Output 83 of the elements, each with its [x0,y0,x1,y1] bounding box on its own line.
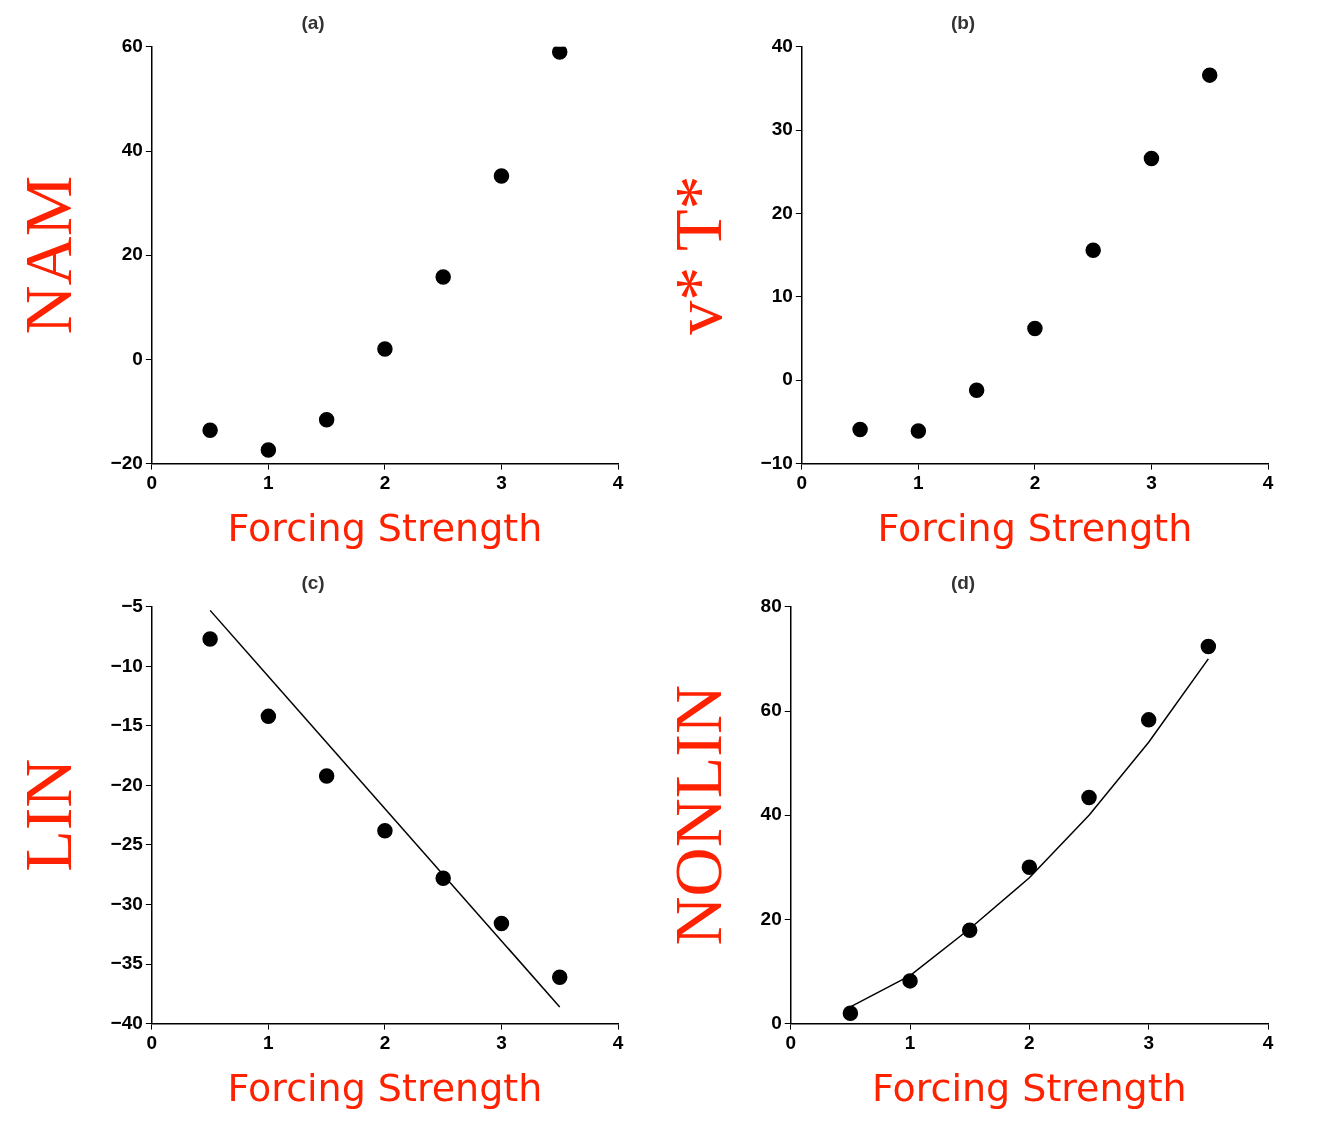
x-tick-label: 1 [913,472,925,494]
x-tick-label: 3 [496,1032,507,1054]
x-tick-label: 2 [379,1032,391,1054]
y-tick-label: 40 [121,139,143,161]
y-axis-title: NONLIN [659,684,736,946]
point [852,421,868,438]
x-tick-label: 4 [612,1032,624,1054]
x-tick-label: 4 [1262,472,1274,494]
y-tick-label: −10 [110,654,143,676]
y-tick-label: 0 [782,368,793,390]
point [260,442,277,458]
x-tick-label: 0 [146,1032,158,1054]
y-tick-label: 0 [771,1011,782,1033]
x-tick-label: 2 [379,472,391,494]
x-tick-label: 1 [263,1032,275,1054]
y-tick-label: −5 [121,595,144,617]
y-axis-title: v* T* [659,175,736,335]
x-tick-label: 3 [1143,1032,1154,1054]
y-tick-label: −30 [110,892,143,914]
x-tick-label: 4 [1262,1032,1274,1054]
x-axis-title: Forcing Strength [872,1066,1187,1111]
point [1085,242,1101,258]
y-tick-label: 20 [771,201,793,223]
point [202,422,218,439]
point [377,341,393,357]
point [435,870,451,887]
y-tick-label: 60 [760,699,782,721]
point [1200,638,1217,655]
chart-title: (d) [950,571,976,593]
y-tick-label: −20 [110,451,143,473]
point [318,412,335,428]
y-axis-title: NAM [9,175,86,335]
point [493,168,510,184]
point [493,915,510,932]
y-tick-label: 30 [771,118,793,140]
point [1027,320,1043,337]
y-tick-label: −10 [760,451,793,473]
chart-title: (b) [950,11,976,33]
point [842,1005,859,1021]
point [260,708,277,725]
y-tick-label: −40 [110,1011,143,1033]
x-tick-label: 4 [612,472,624,494]
y-tick-label: 0 [132,347,143,369]
x-tick-label: 2 [1029,472,1041,494]
point [318,768,335,784]
y-tick-label: 40 [771,35,793,57]
y-tick-label: −35 [110,952,144,974]
y-tick-label: 20 [121,243,143,265]
chart-title: (c) [301,571,325,593]
x-tick-label: 0 [146,472,158,494]
y-tick-label: 80 [760,595,782,617]
point [961,922,978,939]
y-tick-label: 60 [121,35,143,57]
y-tick-label: −15 [110,714,144,736]
point [202,631,218,647]
point [1143,150,1160,167]
x-axis-title: Forcing Strength [877,506,1193,551]
point [910,423,927,439]
x-tick-label: 2 [1024,1032,1035,1054]
point [377,822,393,839]
point [551,969,568,985]
x-axis-title: Forcing Strength [227,1066,543,1111]
point [968,382,985,398]
y-tick-label: 10 [771,285,793,307]
point [1021,859,1038,876]
y-tick-label: −25 [110,833,144,855]
x-tick-label: 3 [1146,472,1157,494]
point [435,269,451,285]
point [1201,67,1218,83]
y-tick-label: 40 [760,803,782,825]
y-tick-label: 20 [760,907,782,929]
x-tick-label: 3 [496,472,507,494]
point [1140,712,1157,728]
x-tick-label: 0 [796,472,808,494]
y-tick-label: −20 [110,773,143,795]
x-tick-label: 1 [904,1032,916,1054]
y-axis-title: LIN [9,758,86,872]
point [551,46,568,60]
x-tick-label: 1 [263,472,275,494]
x-axis-title: Forcing Strength [227,506,543,551]
point [902,973,918,989]
point [1081,789,1097,806]
chart-title: (a) [301,11,325,33]
